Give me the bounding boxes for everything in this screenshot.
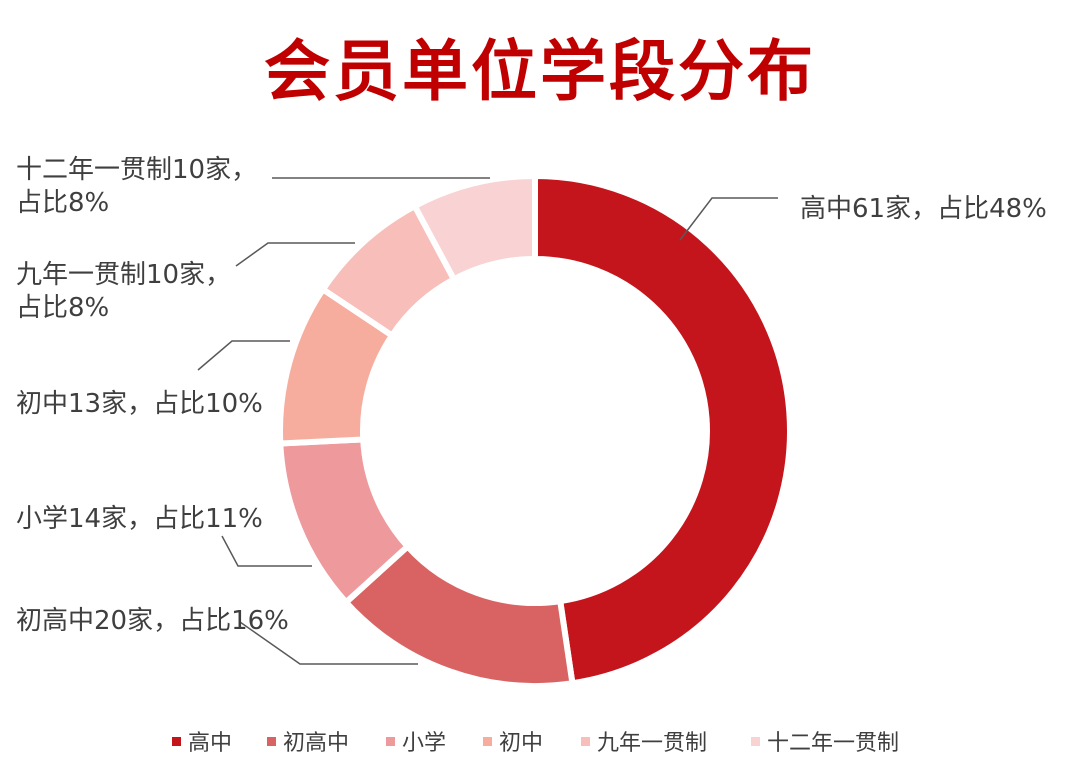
legend-swatch-4 — [483, 737, 492, 746]
leader-line-5 — [235, 242, 355, 267]
leader-line-1 — [679, 197, 778, 241]
legend-label-3: 小学 — [402, 731, 446, 756]
donut-slice-1 — [532, 172, 793, 687]
legend-swatch-1 — [172, 737, 181, 746]
chart-title: 会员单位学段分布 — [264, 33, 816, 110]
legend-swatch-5 — [581, 737, 590, 746]
data-label-6: 十二年一贯制10家，占比8% — [16, 155, 257, 218]
legend-swatch-2 — [267, 737, 276, 746]
data-label-5: 九年一贯制10家，占比8% — [16, 260, 231, 323]
legend-label-1: 高中 — [188, 731, 232, 756]
legend-label-5: 九年一贯制 — [597, 731, 707, 756]
legend-swatch-3 — [386, 737, 395, 746]
legend-swatch-6 — [751, 737, 760, 746]
leader-line-4 — [197, 340, 290, 371]
donut-slice-6 — [410, 172, 538, 284]
leader-line-2 — [239, 621, 418, 665]
data-label-3: 小学14家，占比11% — [16, 504, 263, 534]
data-label-4: 初中13家，占比10% — [16, 389, 263, 419]
legend-label-2: 初高中 — [283, 731, 349, 756]
leader-line-3 — [221, 535, 312, 567]
legend-label-4: 初中 — [499, 731, 543, 756]
data-label-1: 高中61家，占比48% — [800, 194, 1047, 224]
data-label-2: 初高中20家，占比16% — [16, 606, 289, 636]
legend-label-6: 十二年一贯制 — [767, 731, 899, 756]
